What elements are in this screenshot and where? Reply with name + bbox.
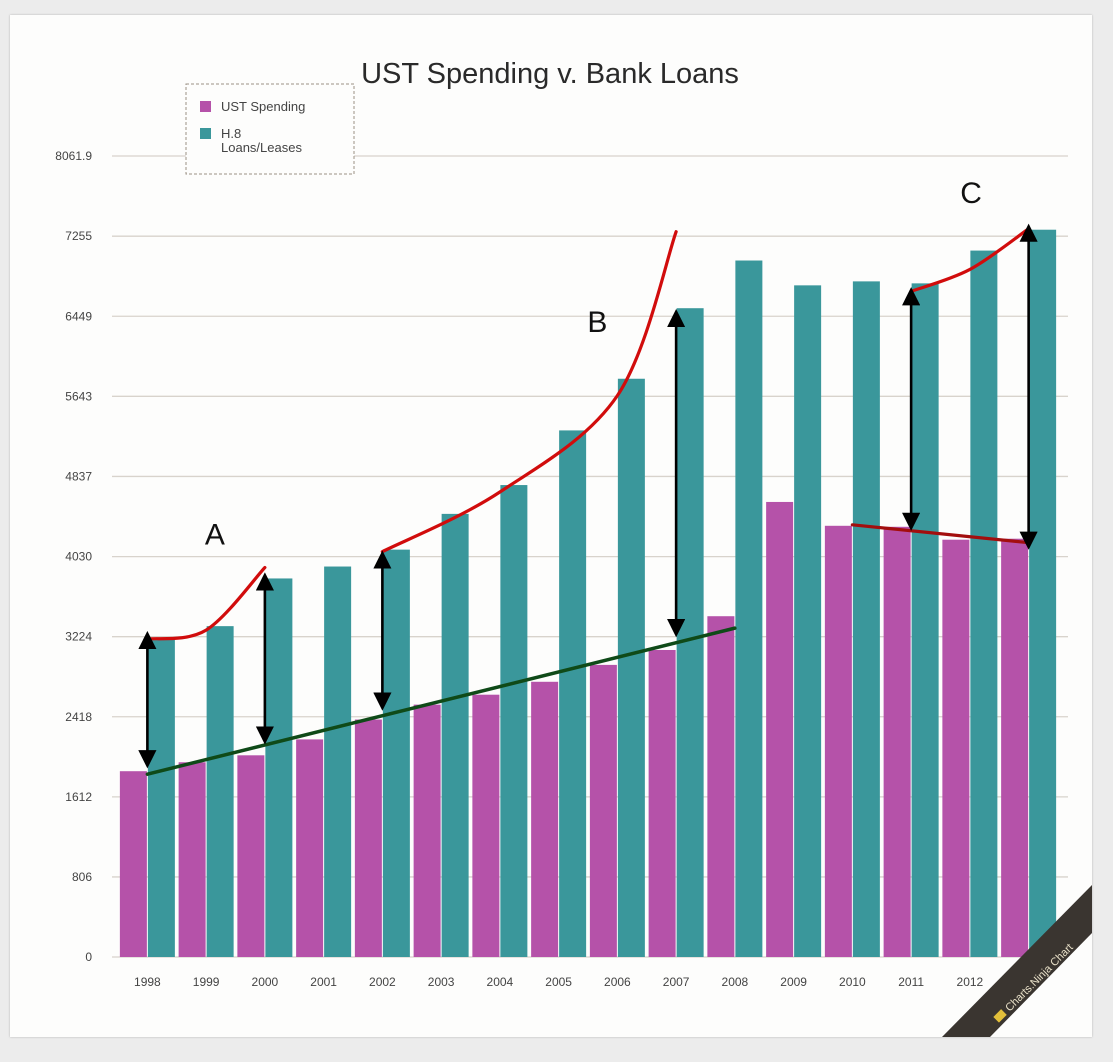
bars xyxy=(119,229,1057,958)
y-axis-ticks: 0 806 1612 2418 3224 4030 4837 5643 6449 7255 8061… xyxy=(55,149,92,964)
bar-ust-spending xyxy=(472,694,500,957)
y-tick-label: 1612 xyxy=(65,790,92,804)
x-tick-label: 2009 xyxy=(780,975,807,989)
x-tick-label: 2001 xyxy=(310,975,337,989)
watermark-ribbon xyxy=(942,885,1092,1037)
y-tick-label: 4837 xyxy=(65,469,92,483)
x-tick-label: 2005 xyxy=(545,975,572,989)
y-tick-label: 3224 xyxy=(65,630,92,644)
x-tick-label: 2006 xyxy=(604,975,631,989)
annotations: A B C xyxy=(138,177,1038,776)
bar-loans xyxy=(441,513,469,957)
x-tick-label: 2003 xyxy=(428,975,455,989)
legend: UST Spending H.8 Loans/Leases xyxy=(185,83,355,175)
x-tick-label: 1999 xyxy=(193,975,220,989)
x-tick-label: 2011 xyxy=(898,975,924,989)
bar-loans xyxy=(1029,229,1057,957)
bar-loans xyxy=(911,283,939,957)
x-tick-label: 2000 xyxy=(252,975,279,989)
x-tick-label: 2007 xyxy=(663,975,690,989)
green-trend-line xyxy=(145,626,737,776)
bar-loans xyxy=(970,250,998,957)
bar-loans xyxy=(265,578,293,957)
legend-swatch-ust-spending xyxy=(200,101,211,112)
red-trend-curve xyxy=(145,565,267,641)
bar-ust-spending xyxy=(531,681,559,957)
bar-ust-spending xyxy=(824,525,852,957)
bar-ust-spending xyxy=(589,664,617,957)
legend-label-ust-spending: UST Spending xyxy=(221,99,305,114)
bar-loans xyxy=(147,638,175,957)
y-tick-label: 0 xyxy=(85,950,92,964)
y-tick-label: 4030 xyxy=(65,550,92,564)
annotation-label: A xyxy=(205,519,225,552)
x-tick-label: 2004 xyxy=(487,975,514,989)
annotation-label: C xyxy=(960,177,982,210)
darkred-trend-line xyxy=(850,523,1031,545)
x-tick-label: 2012 xyxy=(957,975,984,989)
red-trend-curve xyxy=(380,230,678,554)
bar-ust-spending xyxy=(413,704,441,957)
annotation-label: B xyxy=(587,306,607,339)
chart-title: UST Spending v. Bank Loans xyxy=(361,58,739,90)
x-tick-label: 2010 xyxy=(839,975,866,989)
bar-loans xyxy=(794,285,822,957)
legend-label-loans-line1: H.8 xyxy=(221,126,241,141)
x-tick-label: 2002 xyxy=(369,975,396,989)
bar-loans xyxy=(735,260,763,957)
bar-ust-spending xyxy=(119,771,147,957)
chart-card: A B C UST Spending v. Bank Loans 0 806 1612 2… xyxy=(10,15,1092,1037)
bar-loans xyxy=(382,549,410,957)
bar-ust-spending xyxy=(237,755,265,957)
bar-ust-spending xyxy=(648,649,676,957)
bar-loans xyxy=(559,430,587,957)
legend-box xyxy=(185,83,355,175)
bar-ust-spending xyxy=(178,762,206,957)
bar-ust-spending xyxy=(942,539,970,957)
x-axis-ticks: 1998 1999 2000 2001 2002 2003 2004 2005 2006 2007… xyxy=(134,975,1042,989)
x-tick-label: 1998 xyxy=(134,975,161,989)
bar-ust-spending xyxy=(1001,538,1029,957)
y-tick-label: 7255 xyxy=(65,229,92,243)
y-tick-label: 2418 xyxy=(65,710,92,724)
legend-swatch-loans xyxy=(200,128,211,139)
y-tick-label: 806 xyxy=(72,870,92,884)
flag-icon xyxy=(993,1009,1007,1023)
x-tick-label: 2008 xyxy=(722,975,749,989)
bar-ust-spending xyxy=(883,526,911,957)
bar-loans xyxy=(324,566,352,957)
legend-label-loans: H.8 Loans/Leases xyxy=(221,126,302,155)
bar-ust-spending xyxy=(354,719,382,957)
y-tick-label: 8061.9 xyxy=(55,149,92,163)
chart-svg: A B C UST Spending v. Bank Loans 0 806 1612 2… xyxy=(55,58,1092,1037)
legend-label-loans-line2: Loans/Leases xyxy=(221,140,302,155)
bar-loans xyxy=(852,281,880,957)
bar-ust-spending xyxy=(766,501,794,957)
bar-loans xyxy=(676,308,704,957)
bar-ust-spending xyxy=(707,616,735,957)
bar-loans xyxy=(206,626,234,957)
bar-loans xyxy=(500,485,528,957)
y-tick-label: 5643 xyxy=(65,389,92,403)
y-tick-label: 6449 xyxy=(65,309,92,323)
red-trend-curve xyxy=(909,227,1031,293)
bar-loans xyxy=(617,378,645,958)
bar-ust-spending xyxy=(296,739,324,957)
